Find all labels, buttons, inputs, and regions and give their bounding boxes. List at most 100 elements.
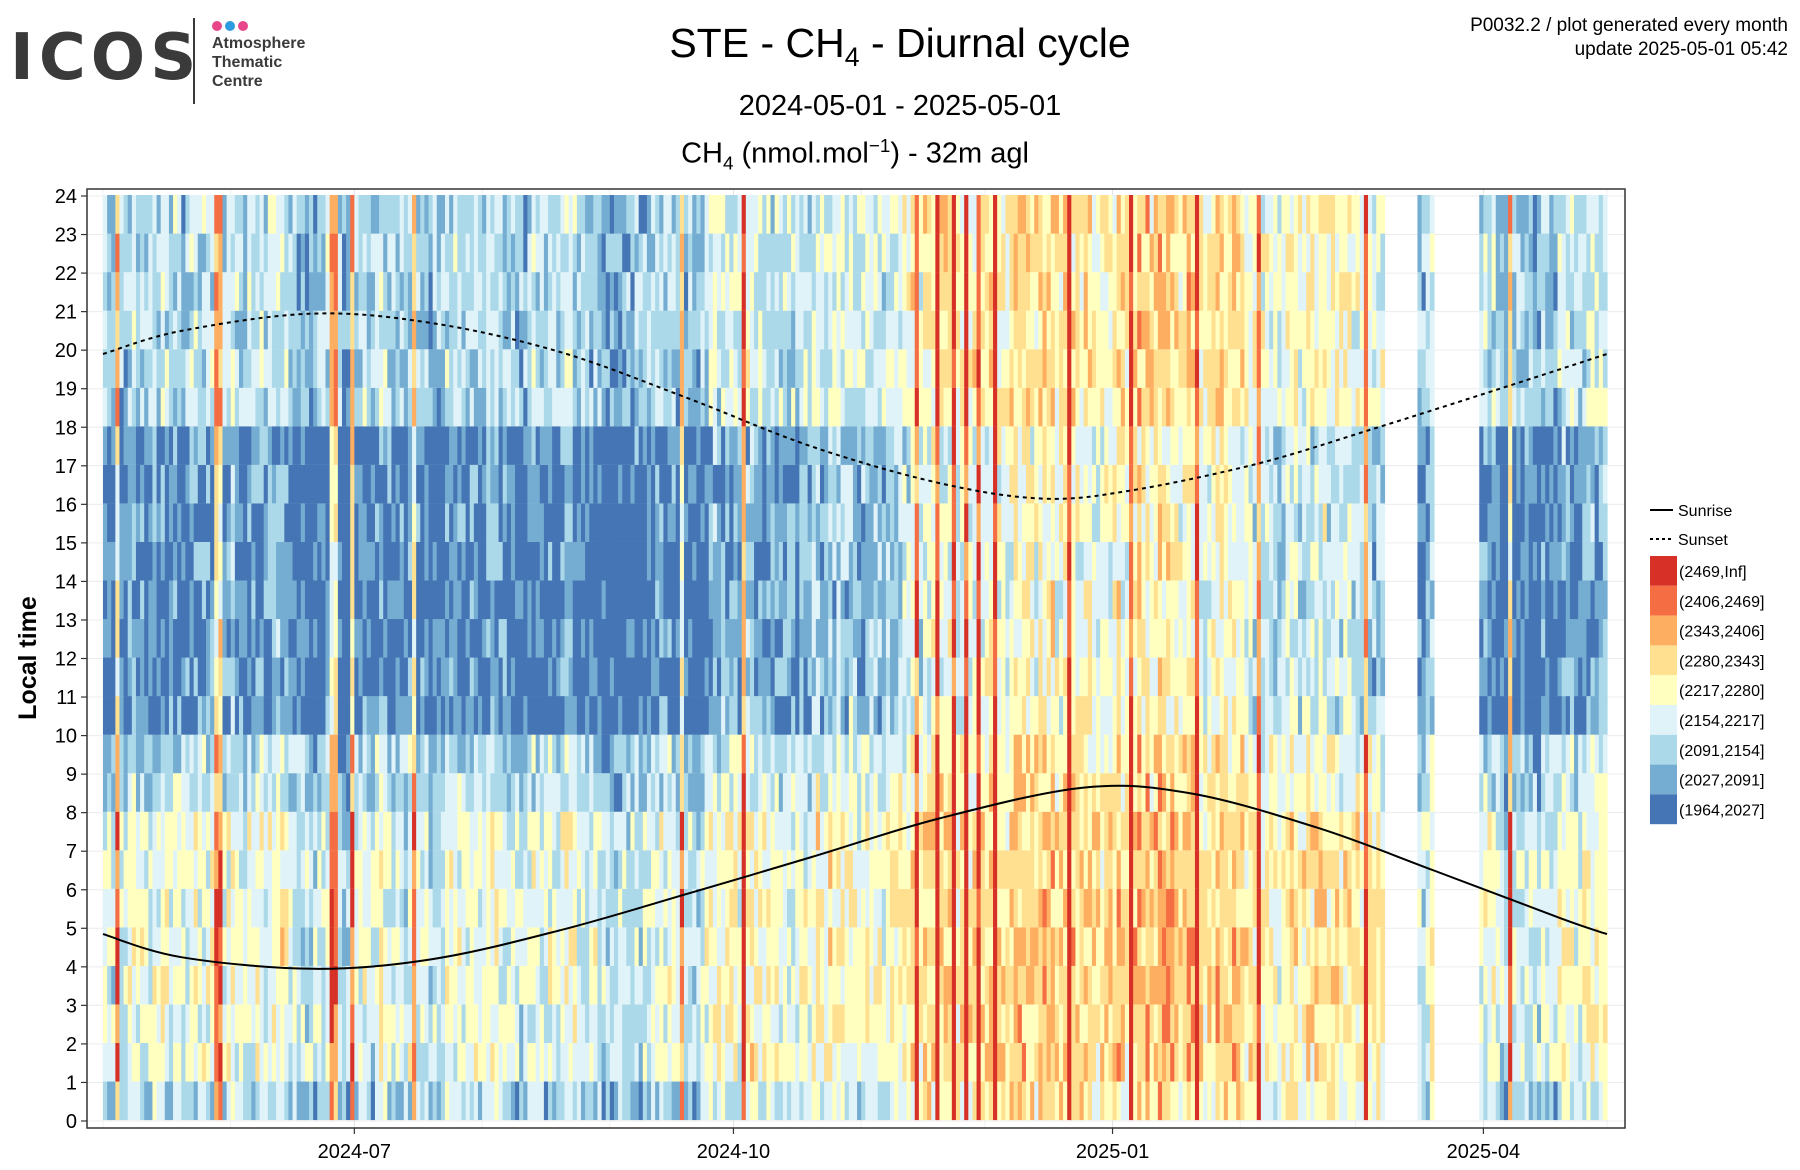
- heatmap-cell: [556, 927, 561, 966]
- heatmap-cell: [341, 310, 347, 350]
- heatmap-cell: [107, 464, 112, 504]
- heatmap-cell: [659, 1042, 664, 1082]
- heatmap-cell: [725, 426, 730, 465]
- heatmap-cell: [309, 1042, 314, 1082]
- heatmap-cell: [362, 426, 368, 465]
- heatmap-cell: [412, 272, 417, 311]
- heatmap-cell: [461, 850, 467, 889]
- heatmap-cell: [531, 811, 537, 851]
- heatmap-cell: [424, 1081, 430, 1121]
- heatmap-cell: [412, 195, 417, 234]
- heatmap-cell: [177, 657, 182, 697]
- heatmap-cell: [803, 580, 809, 620]
- heatmap-cell: [177, 349, 182, 388]
- heatmap-cell: [688, 310, 693, 350]
- heatmap-cell: [527, 349, 533, 388]
- heatmap-cell: [943, 850, 949, 889]
- heatmap-cell: [659, 773, 664, 812]
- heatmap-cell: [346, 426, 351, 465]
- heatmap-cell: [234, 349, 240, 388]
- heatmap-cell: [861, 541, 866, 581]
- heatmap-cell: [564, 272, 570, 311]
- heatmap-cell: [111, 850, 116, 889]
- heatmap-cell: [325, 618, 331, 658]
- heatmap-cell: [313, 657, 318, 697]
- heatmap-cell: [160, 965, 166, 1005]
- heatmap-cell: [329, 464, 335, 504]
- heatmap-cell: [304, 773, 310, 812]
- heatmap-cell: [848, 734, 854, 774]
- heatmap-cell: [696, 850, 702, 889]
- heatmap-cell: [309, 233, 314, 273]
- heatmap-cell: [795, 580, 800, 620]
- heatmap-cell: [634, 965, 640, 1005]
- heatmap-cell: [115, 811, 121, 851]
- heatmap-cell: [531, 503, 537, 542]
- heatmap-cell: [399, 734, 405, 774]
- heatmap-cell: [898, 580, 903, 620]
- heatmap-cell: [527, 233, 533, 273]
- heatmap-cell: [399, 965, 405, 1005]
- heatmap-cell: [119, 310, 125, 350]
- heatmap-cell: [754, 195, 759, 234]
- heatmap-cell: [123, 618, 129, 658]
- heatmap-cell: [362, 580, 368, 620]
- heatmap-cell: [914, 850, 920, 889]
- heatmap-cell: [280, 927, 285, 966]
- heatmap-cell: [729, 503, 735, 542]
- heatmap-cell: [177, 696, 182, 735]
- heatmap-cell: [803, 349, 809, 388]
- heatmap-cell: [206, 850, 211, 889]
- heatmap-cell: [152, 464, 158, 504]
- heatmap-cell: [416, 811, 421, 851]
- heatmap-cell: [564, 696, 570, 735]
- heatmap-cell: [325, 1042, 331, 1082]
- heatmap-cell: [527, 503, 533, 542]
- heatmap-cell: [168, 850, 174, 889]
- heatmap-cell: [543, 195, 549, 234]
- heatmap-cell: [803, 927, 809, 966]
- heatmap-cell: [712, 541, 718, 581]
- heatmap-cell: [745, 927, 751, 966]
- heatmap-cell: [222, 850, 228, 889]
- heatmap-cell: [473, 1081, 479, 1121]
- heatmap-cell: [412, 426, 417, 465]
- heatmap-cell: [263, 888, 269, 928]
- heatmap-cell: [663, 965, 669, 1005]
- heatmap-cell: [206, 233, 211, 273]
- heatmap-cell: [469, 927, 475, 966]
- heatmap-cell: [943, 503, 949, 542]
- heatmap-cell: [103, 233, 108, 273]
- heatmap-cell: [337, 734, 343, 774]
- heatmap-cell: [708, 850, 714, 889]
- heatmap-cell: [337, 464, 343, 504]
- heatmap-cell: [799, 1081, 805, 1121]
- heatmap-cell: [226, 850, 232, 889]
- heatmap-cell: [506, 1081, 512, 1121]
- heatmap-cell: [238, 811, 244, 851]
- heatmap-cell: [469, 888, 475, 928]
- heatmap-cell: [684, 310, 689, 350]
- heatmap-cell: [918, 811, 924, 851]
- heatmap-cell: [663, 233, 669, 273]
- heatmap-cell: [160, 503, 166, 542]
- heatmap-cell: [210, 696, 215, 735]
- heatmap-cell: [362, 618, 368, 658]
- heatmap-cell: [181, 888, 187, 928]
- heatmap-cell: [729, 657, 735, 697]
- heatmap-cell: [234, 888, 240, 928]
- heatmap-cell: [197, 811, 203, 851]
- heatmap-cell: [811, 811, 817, 851]
- heatmap-cell: [284, 272, 290, 311]
- heatmap-cell: [123, 734, 129, 774]
- heatmap-cell: [152, 773, 158, 812]
- heatmap-cell: [383, 1042, 388, 1082]
- heatmap-cell: [626, 618, 632, 658]
- heatmap-cell: [469, 1081, 475, 1121]
- heatmap-cell: [803, 850, 809, 889]
- heatmap-cell: [453, 541, 458, 581]
- heatmap-cell: [515, 195, 520, 234]
- heatmap-cell: [148, 696, 154, 735]
- heatmap-cell: [259, 426, 265, 465]
- heatmap-cell: [181, 272, 187, 311]
